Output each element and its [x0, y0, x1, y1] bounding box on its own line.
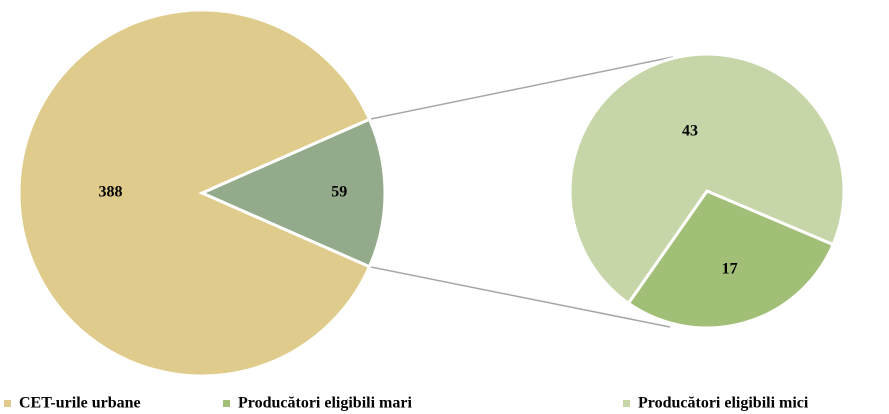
connector-line	[369, 265, 671, 328]
data-label: 59	[331, 184, 347, 201]
legend-swatch	[223, 400, 230, 407]
legend-label: CET-urile urbane	[19, 395, 141, 412]
data-label: 43	[682, 122, 698, 139]
pie-slice	[626, 189, 836, 330]
pie-slice	[17, 8, 372, 378]
data-label: 388	[99, 184, 123, 201]
legend-label: Producători eligibili mari	[238, 395, 412, 412]
legend-swatch	[623, 400, 630, 407]
pie-slice	[198, 117, 387, 269]
connector-line	[369, 56, 674, 121]
pie-slice	[568, 52, 846, 306]
data-label: 17	[722, 261, 738, 278]
legend-label: Producători eligibili mici	[638, 395, 809, 412]
legend-swatch	[4, 400, 11, 407]
